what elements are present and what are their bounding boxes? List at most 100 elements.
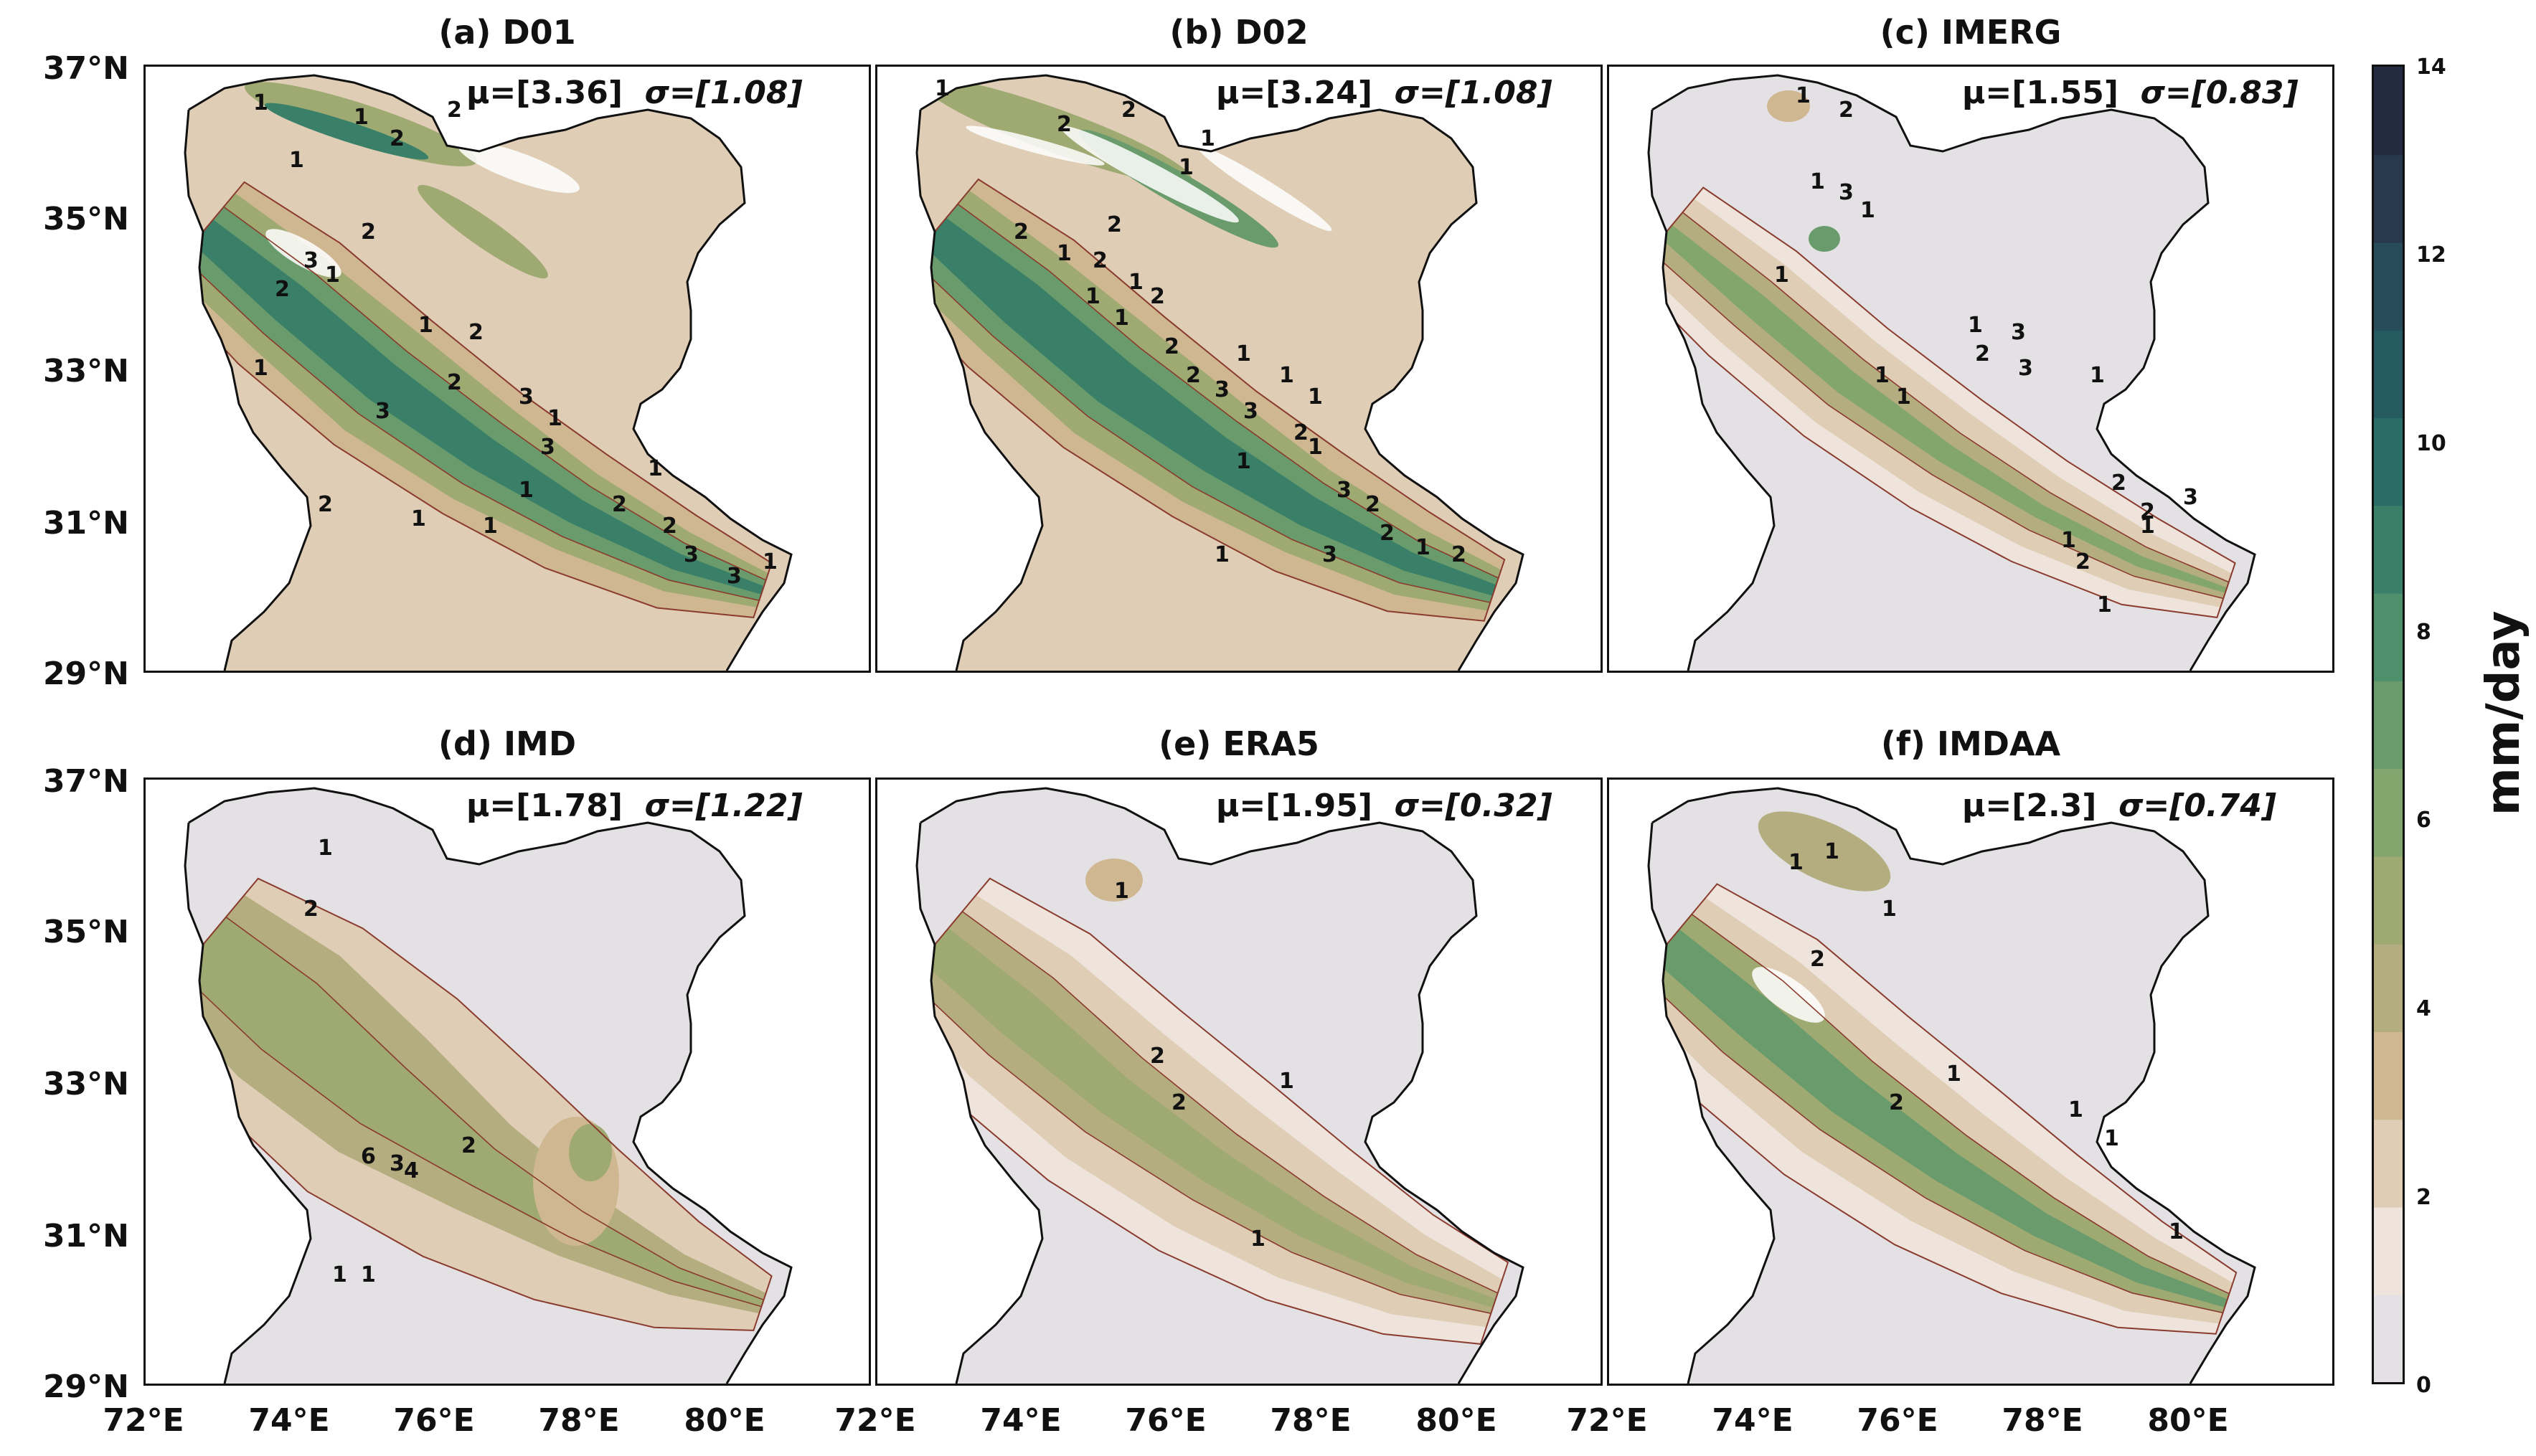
region-boundary (188, 74, 793, 671)
contour-label: 1 (1824, 839, 1839, 864)
colorbar-segment (2374, 329, 2403, 419)
precip-level-4 (1654, 929, 2228, 1308)
contour-label: 3 (1215, 377, 1230, 402)
contour-label: 2 (1172, 1090, 1187, 1115)
lat-label-37n-bottom: 37°N (42, 763, 129, 800)
panel-title-a: (a) D01 (438, 13, 576, 52)
contour-label: 3 (2011, 320, 2026, 345)
colorbar-tick-6: 6 (2416, 808, 2431, 833)
sigma-value: σ=[0.83] (2140, 75, 2299, 111)
lon-label-80e-b: 80°E (1415, 1402, 1497, 1439)
contour-label: 1 (1308, 384, 1323, 410)
contour-label: 3 (1839, 180, 1854, 205)
lon-label-74e-a: 74°E (248, 1402, 330, 1439)
contour-label: 1 (289, 148, 304, 173)
contour-label: 1 (1882, 897, 1897, 922)
contour-label: 1 (318, 836, 333, 861)
contour-label: 1 (1308, 435, 1323, 460)
precip-level-3 (1649, 914, 2230, 1313)
lon-label-78e-c: 78°E (2002, 1402, 2083, 1439)
contour-label: 1 (354, 105, 369, 130)
colorbar-segment (2374, 1119, 2403, 1208)
precip-level-4 (920, 928, 1496, 1308)
contour-label: 1 (1875, 363, 1890, 388)
sigma-value: σ=[0.32] (1394, 788, 1552, 824)
sigma-value: σ=[1.22] (644, 788, 803, 824)
lon-label-76e-b: 76°E (1125, 1402, 1207, 1439)
contour-label: 2 (1150, 284, 1165, 309)
contour-line-2 (917, 910, 1499, 1315)
contour-line-2 (1649, 211, 2230, 600)
lon-label-80e-a: 80°E (684, 1402, 765, 1439)
contour-label: 2 (1975, 341, 1990, 367)
contour-label: 1 (361, 1262, 376, 1287)
colorbar-tick-10: 10 (2416, 431, 2446, 456)
contour-label: 2 (1451, 542, 1466, 567)
colorbar-segment (2374, 856, 2403, 945)
contour-label: 2 (361, 219, 376, 245)
contour-line-2 (185, 206, 767, 602)
contour-label: 1 (1774, 263, 1789, 288)
colorbar-segment (2374, 505, 2403, 594)
contour-label: 4 (404, 1158, 419, 1183)
contour-label: 1 (253, 356, 268, 381)
lat-label-31n-bottom: 31°N (42, 1218, 129, 1254)
contour-label: 1 (1179, 155, 1194, 180)
contour-label: 2 (1839, 98, 1854, 123)
contour-label: 3 (727, 564, 742, 589)
stats-panel-a: μ=[3.36] σ=[1.08] (466, 75, 803, 111)
contour-label: 1 (1860, 198, 1875, 223)
contour-label: 2 (1057, 112, 1072, 137)
colorbar-segment (2374, 67, 2403, 156)
mu-value: μ=[1.95] (1216, 788, 1373, 824)
contour-label: 3 (1322, 542, 1337, 567)
colorbar-segment (2374, 417, 2403, 506)
region-boundary-west (184, 822, 312, 1384)
contour-label: 2 (1014, 219, 1029, 245)
contour-line-2 (185, 916, 765, 1308)
precip-field (917, 788, 1523, 1384)
contour-label: 3 (390, 1151, 405, 1176)
contour-line-2 (1649, 913, 2230, 1314)
lat-label-29n-top: 29°N (42, 656, 129, 692)
contour-label: 2 (2075, 549, 2090, 575)
colorbar-segment (2374, 768, 2403, 857)
lat-label-35n-bottom: 35°N (42, 914, 129, 950)
lon-label-72e-a: 72°E (103, 1402, 184, 1439)
contour-label: 3 (2018, 356, 2033, 381)
precip-level-4 (192, 219, 764, 595)
lat-label-31n-top: 31°N (42, 505, 129, 542)
colorbar-segment (2374, 1206, 2403, 1295)
precip-level-3 (1650, 212, 2229, 599)
panel-title-e: (e) ERA5 (1159, 724, 1319, 763)
contour-line-1 (185, 877, 773, 1331)
contour-label: 3 (1243, 399, 1258, 424)
lon-label-74e-c: 74°E (1712, 1402, 1793, 1439)
contour-label: 1 (1057, 241, 1072, 266)
contour-label: 1 (2104, 1126, 2119, 1151)
contour-label: 1 (1279, 1069, 1294, 1094)
contour-label: 2 (1380, 521, 1395, 546)
contour-label: 1 (2068, 1097, 2083, 1122)
contour-label: 3 (1337, 478, 1352, 503)
contour-label: 1 (1114, 879, 1129, 904)
dry-zone (458, 141, 580, 194)
colorbar-label: mm/day (2477, 610, 2530, 816)
contour-label: 1 (1810, 169, 1825, 194)
colorbar-segment (2374, 154, 2403, 243)
lat-label-33n-bottom: 33°N (42, 1066, 129, 1102)
contour-label: 1 (1236, 449, 1251, 474)
region-boundary (1651, 787, 2256, 1384)
panel-title-c: (c) IMERG (1880, 13, 2062, 52)
contour-label: 1 (2140, 514, 2155, 539)
colorbar-tick-4: 4 (2416, 996, 2431, 1021)
contour-label: 2 (1889, 1090, 1904, 1115)
contour-label: 2 (1186, 363, 1201, 388)
colorbar-segment (2374, 680, 2403, 770)
precip-field (1649, 788, 2255, 1384)
contour-label: 2 (447, 98, 462, 123)
